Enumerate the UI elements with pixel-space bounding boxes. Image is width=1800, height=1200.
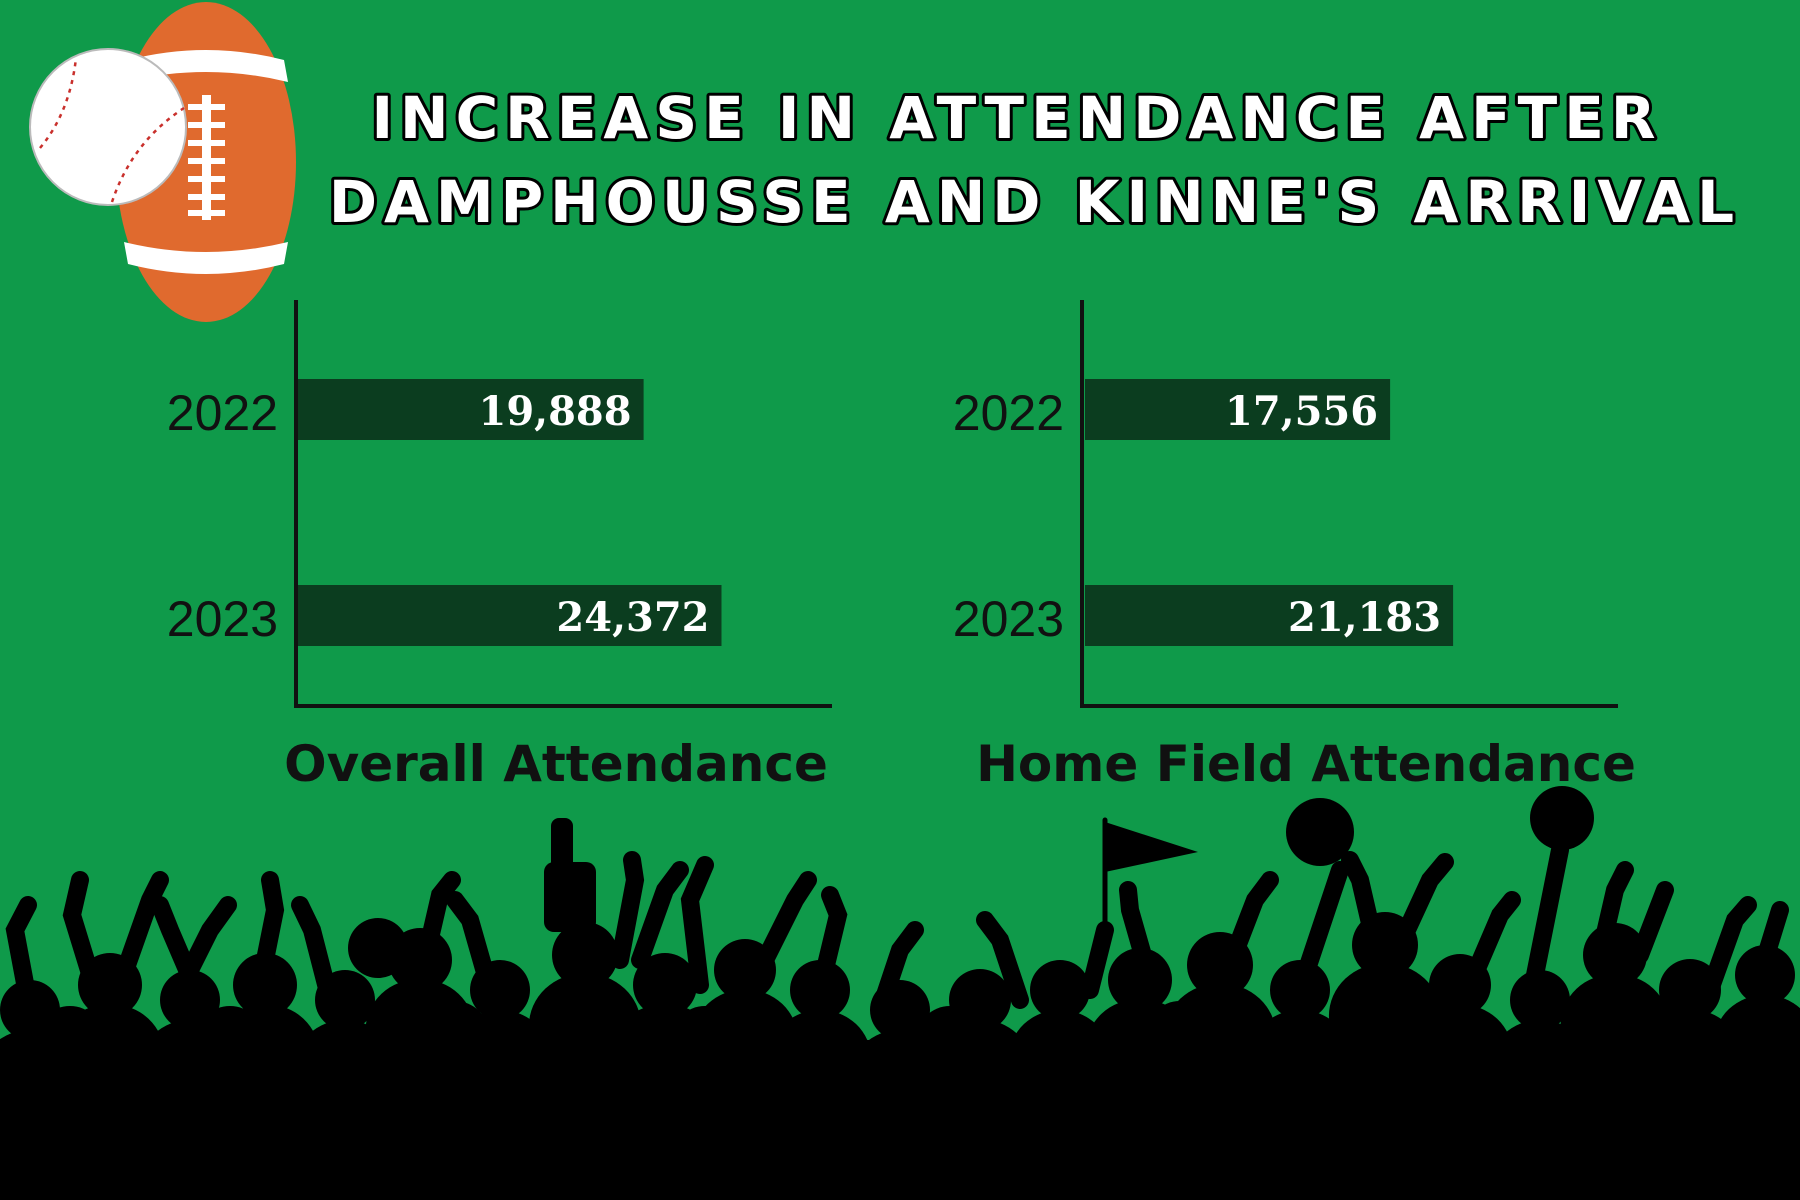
title-line-2: DAMPHOUSSE AND KINNE'S ARRIVAL xyxy=(329,168,1741,236)
value-label-2023: 24,372 xyxy=(556,594,709,641)
chart-title: Home Field Attendance xyxy=(976,735,1636,793)
foam-finger-icon xyxy=(544,818,596,932)
bar-2023 xyxy=(298,585,722,646)
bar-2022 xyxy=(298,379,644,440)
value-label-2022: 19,888 xyxy=(479,388,632,435)
flag-icon xyxy=(1102,817,1198,938)
overall-attendance-chart: 2022 19,888 2023 24,372 Overall Attendan… xyxy=(167,300,832,793)
value-label-2023: 21,183 xyxy=(1288,594,1441,641)
category-label-2023: 2023 xyxy=(167,591,278,647)
value-label-2022: 17,556 xyxy=(1225,388,1378,435)
baseball-icon xyxy=(29,48,187,206)
category-label-2022: 2022 xyxy=(167,385,278,441)
category-label-2022: 2022 xyxy=(953,385,1064,441)
title-line-1: INCREASE IN ATTENDANCE AFTER xyxy=(371,84,1662,152)
bar-2023 xyxy=(1085,585,1454,646)
bar-2022 xyxy=(1085,379,1391,440)
home-field-attendance-chart: 2022 17,556 2023 21,183 Home Field Atten… xyxy=(953,300,1636,793)
chart-title: Overall Attendance xyxy=(284,735,828,793)
category-label-2023: 2023 xyxy=(953,591,1064,647)
crowd-silhouette xyxy=(0,786,1800,1200)
pom-pom-icon xyxy=(348,786,1594,978)
